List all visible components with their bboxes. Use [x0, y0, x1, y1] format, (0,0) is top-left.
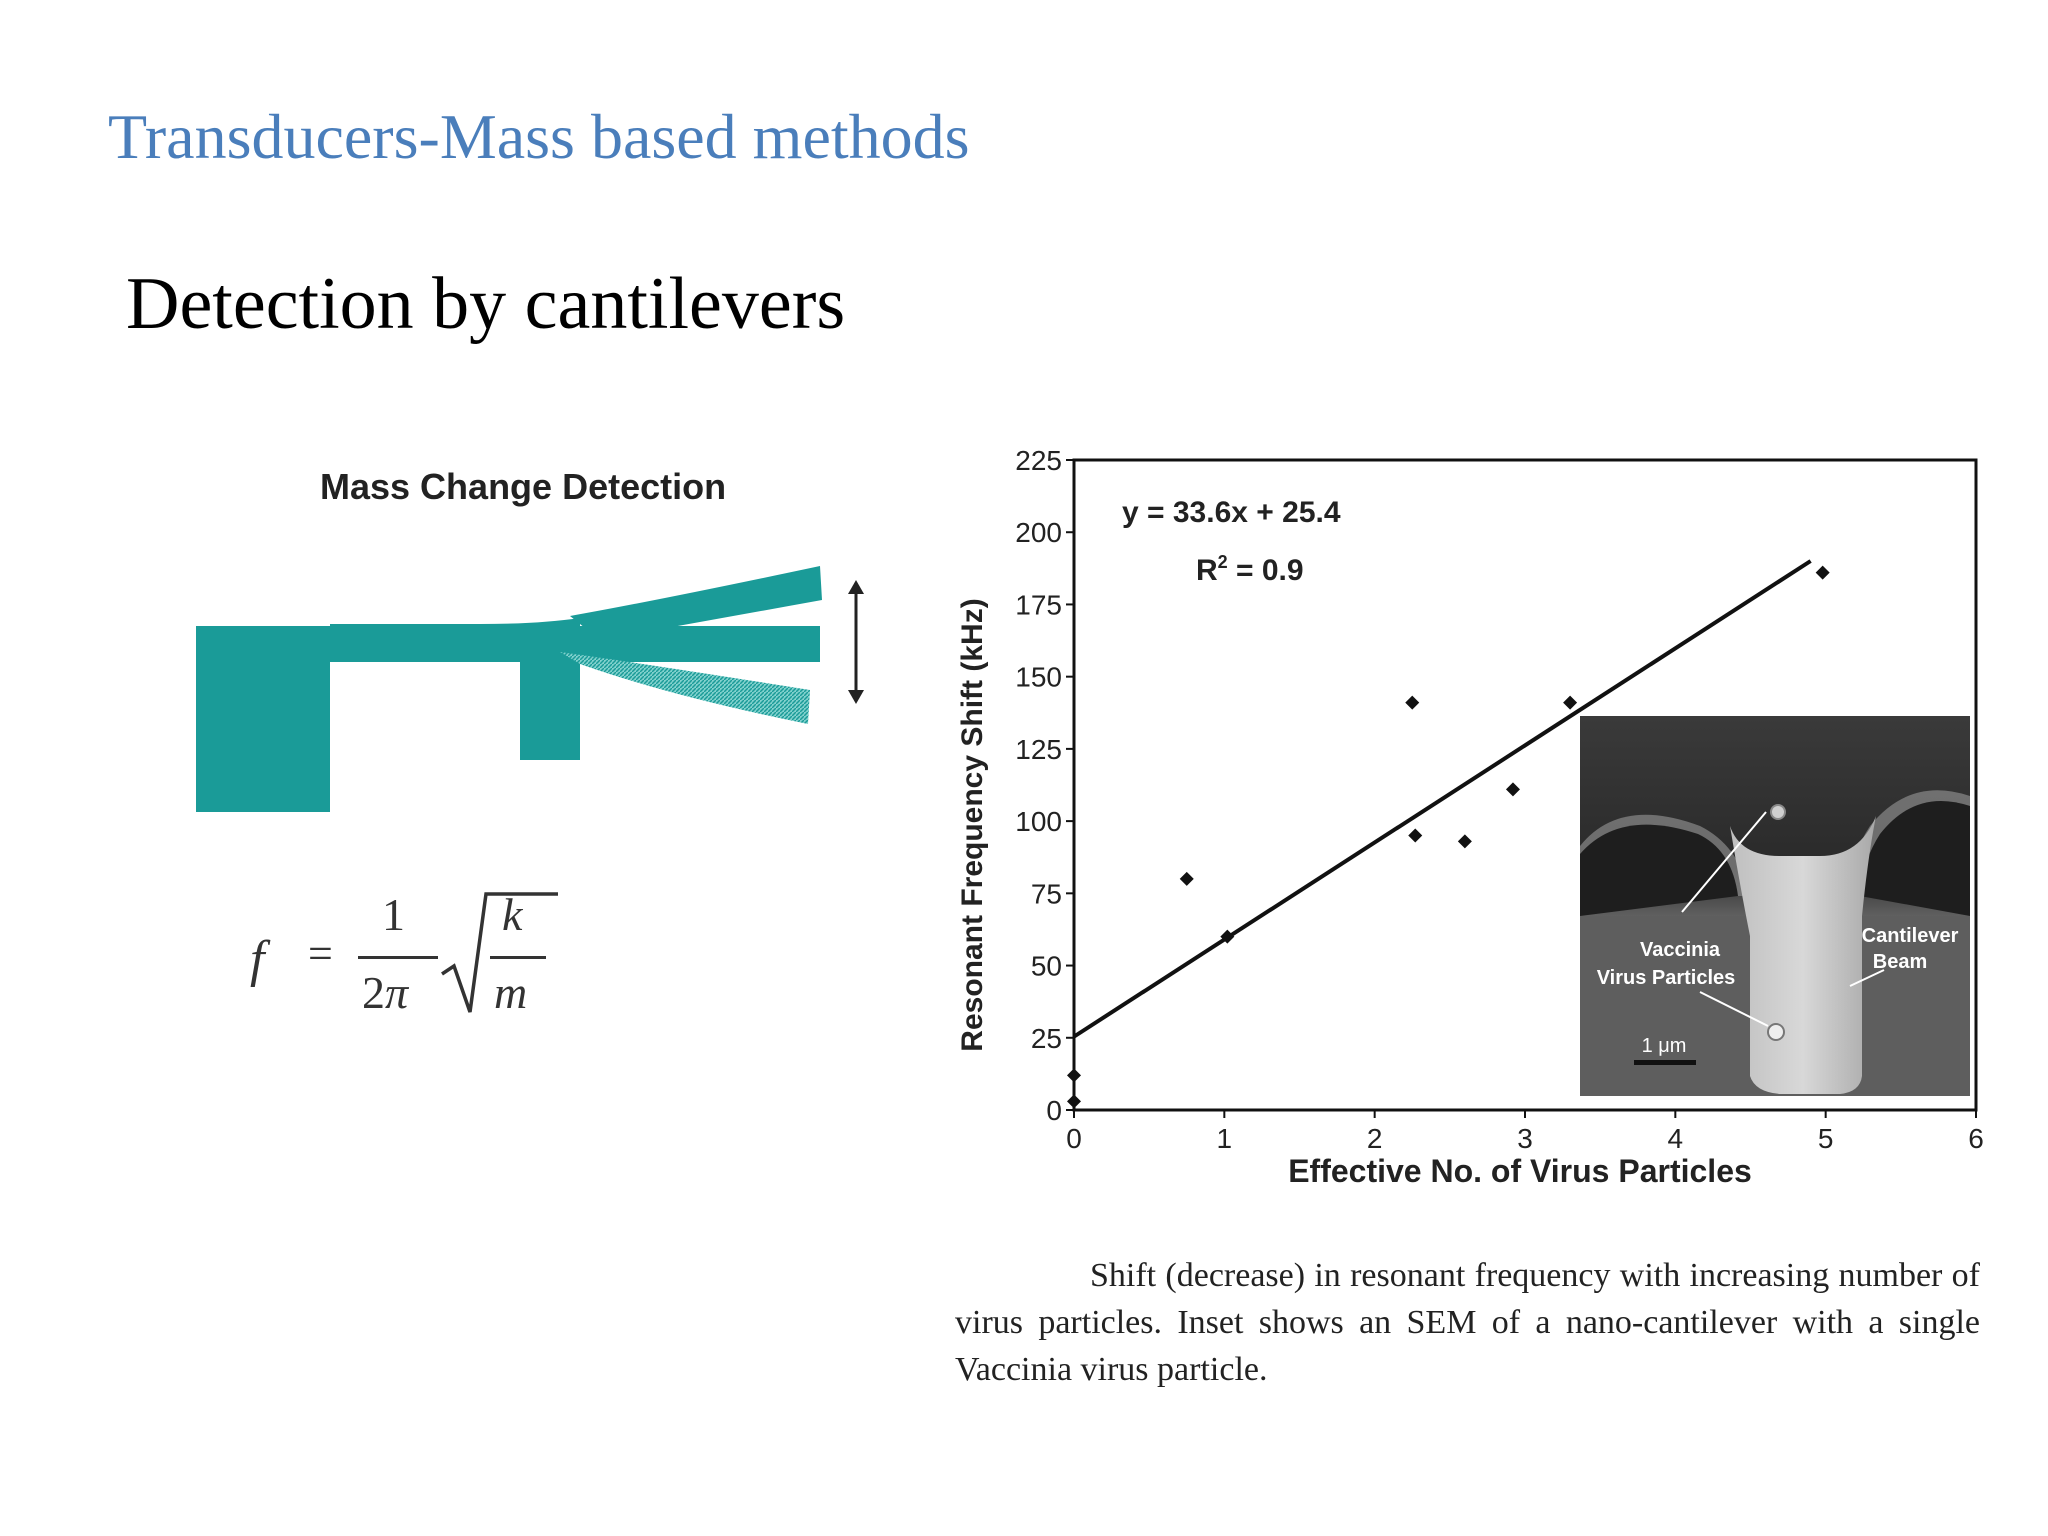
- sem-inset-image: Vaccinia Virus Particles Cantilever Beam…: [1580, 716, 1970, 1096]
- r-squared-value: = 0.9: [1228, 554, 1304, 587]
- data-point: [1067, 1068, 1081, 1083]
- data-point: [1457, 834, 1472, 849]
- x-tick-label: 2: [1367, 1123, 1383, 1154]
- r-squared-symbol: R: [1196, 554, 1218, 587]
- data-point: [1067, 1094, 1081, 1109]
- diagram-title: Mass Change Detection: [320, 466, 727, 507]
- y-tick-label: 0: [1046, 1095, 1062, 1126]
- formula-denominator-two: 2: [362, 967, 385, 1018]
- sem-label-virus-line1: Vaccinia: [1640, 939, 1721, 961]
- cantilever-beam-upper: [570, 566, 822, 640]
- formula-k: k: [502, 889, 523, 940]
- sem-scale-bar-label: 1 μm: [1642, 1035, 1687, 1057]
- sem-label-beam-line1: Cantilever: [1862, 925, 1959, 947]
- scatter-chart: 0 25 50 75 100 125 150 175 200 225 0 1 2 3 4 5 6 y = 33.…: [956, 445, 1984, 1189]
- formula-lhs: f: [250, 931, 265, 988]
- formula-equals: =: [308, 929, 333, 978]
- x-tick-label: 5: [1818, 1123, 1834, 1154]
- slide-title: Transducers-Mass based methods: [108, 101, 970, 172]
- x-tick-label: 4: [1668, 1123, 1684, 1154]
- cantilever-diagram: [196, 566, 864, 812]
- x-tick-label: 3: [1517, 1123, 1533, 1154]
- y-tick-label: 200: [1015, 517, 1062, 548]
- data-point: [1405, 695, 1420, 710]
- cantilever-beam-neutral: [510, 626, 820, 662]
- data-point: [1563, 695, 1578, 710]
- x-tick-label: 0: [1066, 1123, 1082, 1154]
- x-axis-label: Effective No. of Virus Particles: [1288, 1153, 1752, 1189]
- y-tick-label: 125: [1015, 734, 1062, 765]
- formula-pi: π: [385, 967, 409, 1018]
- formula-numerator: 1: [382, 889, 405, 940]
- y-tick-label: 150: [1015, 662, 1062, 693]
- y-tick-label: 225: [1015, 445, 1062, 476]
- y-tick-label: 175: [1015, 589, 1062, 620]
- x-tick-label: 6: [1968, 1123, 1984, 1154]
- sem-label-beam-line2: Beam: [1873, 951, 1927, 973]
- formula-m: m: [494, 967, 528, 1018]
- slide-subtitle: Detection by cantilevers: [126, 263, 846, 345]
- data-point: [1505, 782, 1520, 797]
- y-axis-label: Resonant Frequency Shift (kHz): [956, 598, 989, 1051]
- sem-label-virus-line2: Virus Particles: [1597, 967, 1736, 989]
- equation-label: y = 33.6x + 25.4: [1122, 496, 1341, 529]
- cantilever-base-block: [196, 626, 331, 812]
- regression-line: [1072, 559, 1812, 1039]
- y-tick-label: 100: [1015, 806, 1062, 837]
- y-tick-label: 50: [1031, 951, 1062, 982]
- r-squared-label: R2 = 0.9: [1196, 552, 1304, 587]
- x-tick-label: 1: [1217, 1123, 1233, 1154]
- r-squared-sup: 2: [1218, 552, 1228, 572]
- y-tick-label: 25: [1031, 1023, 1062, 1054]
- sqrt-icon: [441, 892, 558, 1013]
- deflection-arrow-icon: [848, 580, 864, 704]
- data-point: [1220, 929, 1235, 944]
- cantilever-beam-lower: [560, 652, 810, 724]
- figure-caption: Shift (decrease) in resonant frequency w…: [955, 1257, 1980, 1388]
- data-point: [1179, 871, 1194, 886]
- data-point: [1408, 828, 1423, 843]
- formula-denominator: 2π: [362, 966, 408, 1019]
- y-tick-label: 75: [1031, 878, 1062, 909]
- sem-scale-bar: [1634, 1060, 1696, 1065]
- data-point: [1815, 565, 1830, 580]
